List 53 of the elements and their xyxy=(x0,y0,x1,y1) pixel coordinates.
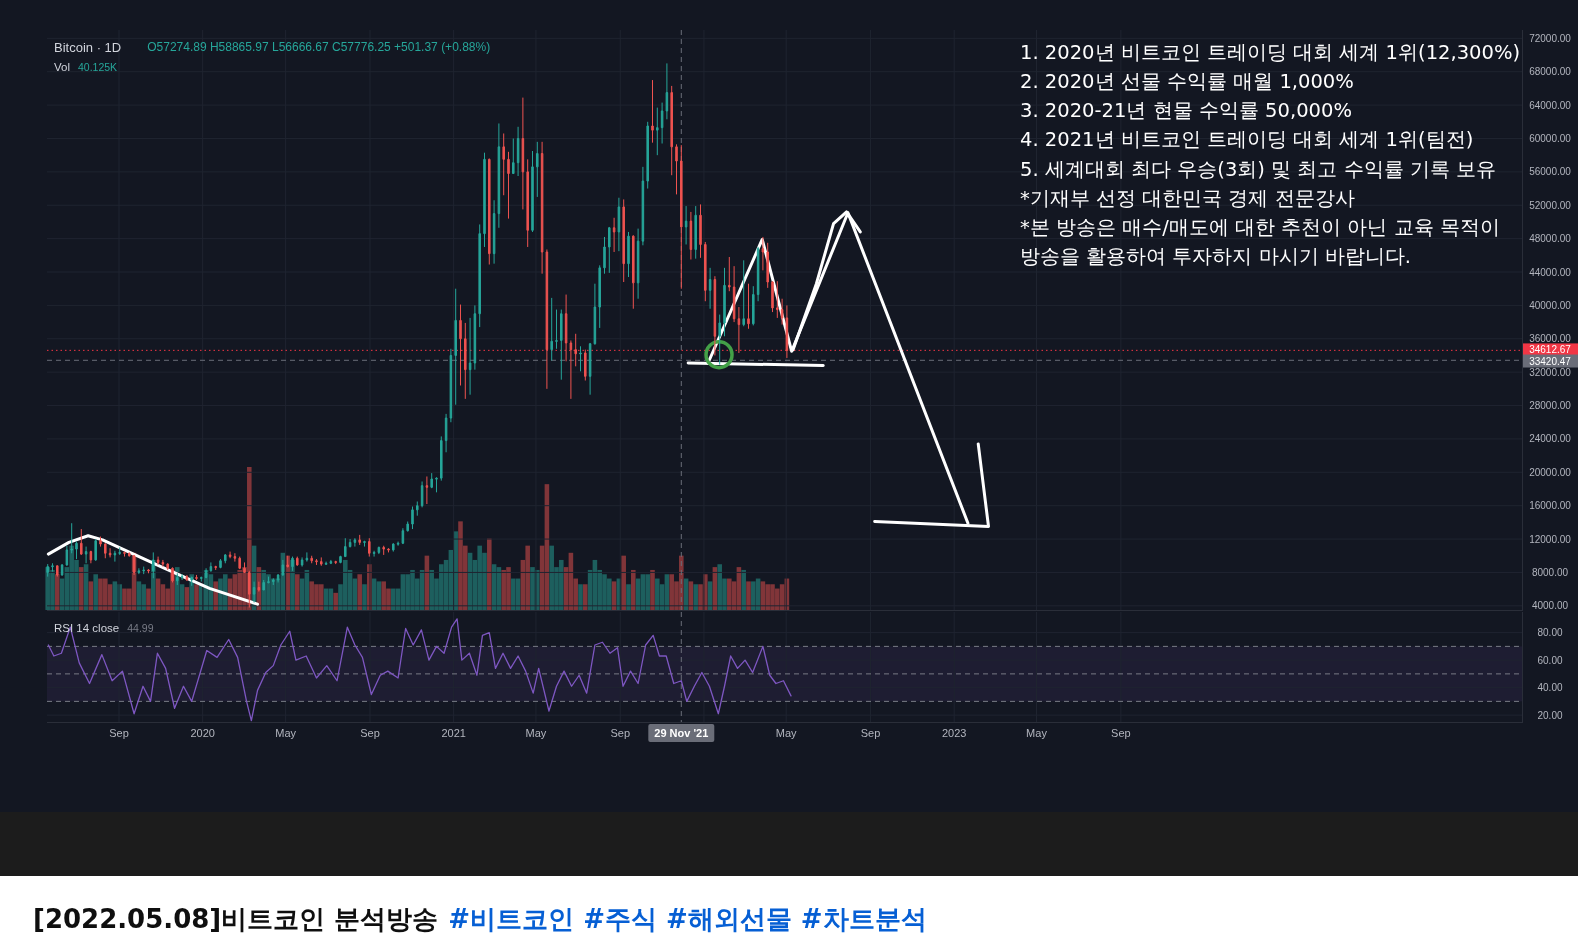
y-tick-label: 40.00 xyxy=(1537,682,1563,694)
ref-line-label: 34612.67 xyxy=(1529,344,1572,356)
annotation: 방송을 활용하여 투자하지 마시기 바랍니다. xyxy=(1020,245,1412,269)
y-tick-label: 60.00 xyxy=(1537,654,1563,666)
y-tick-label: 40000.00 xyxy=(1529,299,1572,311)
annotation: 4. 2021년 비트코인 트레이딩 대회 세계 1위(팀전) xyxy=(1020,128,1474,152)
annotation: *본 방송은 매수/매도에 대한 추천이 아닌 교육 목적이 xyxy=(1020,216,1500,239)
y-tick-label: 48000.00 xyxy=(1529,233,1572,245)
y-tick-label: 28000.00 xyxy=(1529,400,1572,412)
text: [2022.05.08]비트코인 분석방송 xyxy=(33,904,439,934)
ref-line-label: 29 Nov '21 xyxy=(654,727,709,739)
annotation: 3. 2020-21년 현물 수익률 50,000% xyxy=(1020,99,1352,123)
text: #비트코인 #주식 #해외선물 #차트분석 xyxy=(448,904,927,934)
x-tick-label: May xyxy=(275,727,297,739)
chart-title: Vol xyxy=(54,61,70,73)
annotation: 1. 2020년 비트코인 트레이딩 대회 세계 1위(12,300%) xyxy=(1020,40,1521,64)
y-tick-label: 80.00 xyxy=(1537,627,1563,639)
x-tick-label: Sep xyxy=(860,727,881,739)
annotation: 5. 세계대회 최다 우승(3회) 및 최고 수익률 기록 보유 xyxy=(1020,157,1496,181)
y-tick-label: 4000.00 xyxy=(1531,600,1569,612)
text: RSI 14 close xyxy=(54,622,120,634)
x-tick-label: 2023 xyxy=(941,727,967,739)
x-tick-label: May xyxy=(775,727,798,739)
y-tick-label: 20.00 xyxy=(1537,709,1563,721)
annotation: 2. 2020년 선물 수익률 매월 1,000% xyxy=(1020,70,1354,93)
x-tick-label: May xyxy=(525,727,547,739)
y-tick-label: 12000.00 xyxy=(1529,533,1572,545)
x-tick-label: May xyxy=(1026,727,1048,739)
x-tick-label: Sep xyxy=(1111,727,1131,739)
text: 44.99 xyxy=(127,622,154,634)
x-tick-label: 2021 xyxy=(441,727,466,739)
annotation: *기재부 선정 대한민국 경제 전문강사 xyxy=(1020,186,1355,210)
y-tick-label: 56000.00 xyxy=(1529,166,1572,178)
y-tick-label: 60000.00 xyxy=(1529,132,1572,144)
text: Bitcoin · 1D xyxy=(54,39,122,55)
y-tick-label: 20000.00 xyxy=(1529,466,1572,478)
y-tick-label: 44000.00 xyxy=(1529,266,1572,278)
y-tick-label: 68000.00 xyxy=(1529,66,1572,78)
chart-subtitle: 40.125K xyxy=(78,61,118,73)
y-tick-label: 32000.00 xyxy=(1529,366,1572,378)
x-tick-label: Sep xyxy=(109,727,129,739)
x-tick-label: Sep xyxy=(360,727,380,739)
y-tick-label: 8000.00 xyxy=(1531,566,1569,578)
y-tick-label: 72000.00 xyxy=(1529,32,1572,44)
x-tick-label: Sep xyxy=(610,727,631,739)
x-tick-label: 2020 xyxy=(190,727,215,739)
ref-line-label: 33420.47 xyxy=(1529,355,1572,367)
y-tick-label: 16000.00 xyxy=(1529,500,1572,512)
y-tick-label: 52000.00 xyxy=(1529,199,1572,211)
y-tick-label: 24000.00 xyxy=(1529,433,1572,445)
text: O57274.89 H58865.97 L56666.67 C57776.25 +501.37 (+0.88%) xyxy=(147,40,491,54)
y-tick-label: 64000.00 xyxy=(1529,99,1572,111)
y-tick-label: 36000.00 xyxy=(1529,333,1572,345)
